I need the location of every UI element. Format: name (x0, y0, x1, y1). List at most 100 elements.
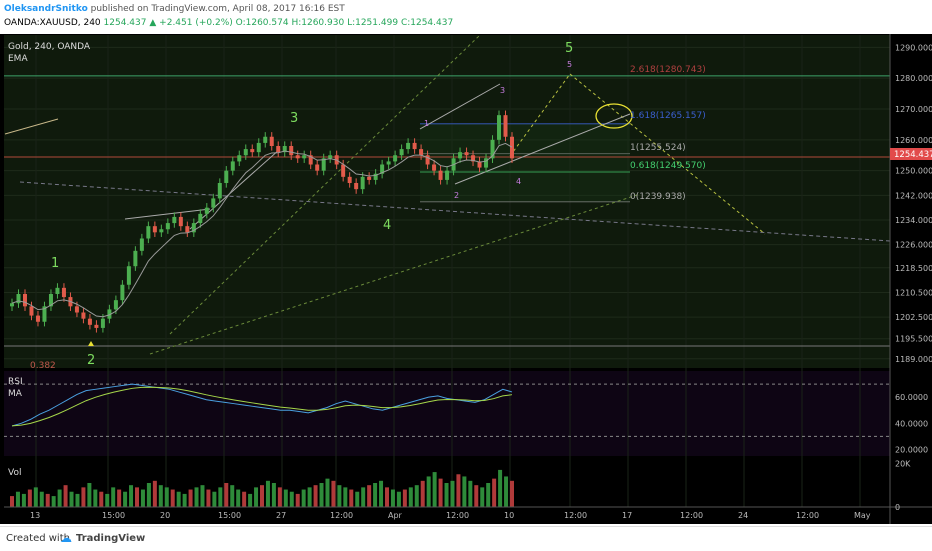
volume-tick: 20K (895, 459, 911, 468)
publish-line: OleksandrSnitko published on TradingView… (4, 3, 345, 15)
volume-bar (45, 493, 50, 507)
time-tick: Apr (388, 511, 403, 520)
volume-bar (248, 493, 253, 507)
candle (29, 306, 34, 316)
candle (328, 155, 333, 159)
volume-bar (301, 489, 306, 507)
candle (367, 176, 372, 180)
candle (61, 287, 66, 298)
candle (315, 164, 320, 171)
sub-wave-labels: 1 2 3 4 5 (424, 60, 572, 200)
volume-bar (438, 478, 443, 507)
price-tick: 1202.500 (895, 313, 932, 322)
wedge-line (419, 83, 501, 130)
candle (172, 216, 177, 224)
svg-text:1254.437: 1254.437 (894, 150, 932, 160)
candle-series (10, 110, 514, 333)
rsi-tick: 20.0000 (895, 445, 928, 454)
volume-bar (474, 485, 479, 507)
volume-bar (504, 476, 509, 507)
low-value: L:1251.499 (347, 18, 399, 28)
subwave-2: 2 (454, 191, 459, 200)
volume-bar (99, 491, 104, 507)
volume-bar (69, 491, 74, 507)
candle (412, 142, 417, 150)
volume-bar (75, 493, 80, 507)
rsi-ma-label: MA (8, 389, 23, 399)
candle (107, 309, 112, 319)
volume-bar (385, 487, 389, 507)
price-tick: 1234.000 (895, 216, 932, 225)
volume-bars (10, 469, 514, 507)
projection-line (569, 73, 766, 235)
tradingview-brand[interactable]: TradingView (76, 533, 146, 544)
rsi-tick: 60.0000 (895, 393, 928, 402)
candle (10, 303, 14, 307)
rsi-pane[interactable] (4, 371, 890, 456)
volume-bar (432, 472, 437, 507)
candle (406, 142, 411, 150)
candle (419, 149, 424, 156)
wave-4: 4 (383, 218, 391, 233)
time-axis[interactable]: 13 15:00 20 15:00 27 12:00 Apr 12:00 10 12:00 17 12… (30, 511, 871, 520)
candle (503, 115, 508, 137)
volume-bar (456, 474, 461, 507)
created-with-label: Created with (6, 533, 70, 544)
chart-area[interactable]: 1290.000 1280.000 1270.000 1260.000 1250.000… (0, 34, 932, 524)
price-tick: 1290.000 (895, 43, 932, 52)
volume-bar (444, 483, 449, 507)
candle (386, 161, 391, 165)
volume-bar (450, 480, 455, 507)
volume-bar (462, 476, 467, 507)
candle (276, 146, 281, 153)
candle (94, 324, 99, 328)
candle (399, 149, 404, 156)
volume-bar (236, 489, 241, 507)
volume-bar (212, 491, 217, 507)
volume-bar (396, 491, 401, 507)
candle (302, 155, 307, 159)
volume-bar (331, 480, 336, 507)
volume-bar (349, 489, 354, 507)
candle (16, 294, 21, 304)
volume-bar (283, 489, 288, 507)
candle (341, 164, 346, 177)
candle (159, 229, 164, 233)
time-tick: 12:00 (564, 511, 587, 520)
volume-bar (254, 487, 259, 507)
volume-bar (200, 485, 205, 507)
open-value: O:1260.574 (235, 18, 289, 28)
fib-2618: 2.618(1280.743) (630, 65, 706, 75)
volume-bar (319, 483, 324, 507)
volume-bar (105, 493, 110, 507)
candle (191, 223, 196, 233)
volume-bar (152, 480, 157, 507)
volume-bar (355, 491, 360, 507)
volume-bar (242, 491, 247, 507)
candle (237, 155, 242, 162)
volume-bar (373, 483, 378, 507)
chart-canvas[interactable]: 1290.000 1280.000 1270.000 1260.000 1250.000… (0, 34, 932, 524)
volume-bar (313, 485, 318, 507)
candle (347, 176, 352, 183)
fib-1618: 1.618(1265.157) (630, 111, 706, 121)
candle (120, 284, 125, 301)
candle (360, 176, 365, 190)
candle (55, 287, 60, 294)
wedge-line (124, 208, 211, 220)
candle (211, 198, 216, 208)
published-text: published on TradingView.com, April 08, … (90, 4, 345, 14)
volume-bar (63, 485, 68, 507)
volume-bar (176, 491, 181, 507)
volume-bar (277, 487, 282, 507)
candle (425, 155, 430, 165)
candle (354, 183, 359, 190)
volume-bar (117, 489, 122, 507)
vol-label: Vol (8, 468, 21, 478)
price-tick: 1270.000 (895, 105, 932, 114)
price-tick: 1210.500 (895, 288, 932, 297)
volume-bar (492, 478, 497, 507)
author-link[interactable]: OleksandrSnitko (4, 4, 88, 14)
candle (35, 315, 40, 322)
price-axis[interactable]: 1290.000 1280.000 1270.000 1260.000 1250.000… (895, 43, 932, 512)
